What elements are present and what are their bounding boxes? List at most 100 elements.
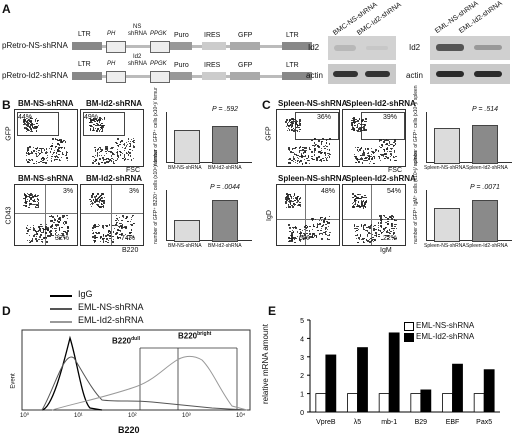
legend-label: EML-Id2-shRNA: [416, 332, 475, 341]
gfp-box: [230, 72, 260, 80]
pgk-label: PPGK: [150, 61, 167, 67]
ltr-label: LTR: [286, 32, 299, 39]
blot-actin: [328, 64, 396, 84]
histogram-xlabel: B220: [118, 425, 140, 435]
panel-label-e: E: [268, 304, 277, 318]
bar-0: [315, 393, 327, 413]
flow-title: Spleen-NS-shRNA: [278, 99, 348, 108]
ires-box: [202, 72, 226, 80]
bar-1: [357, 347, 368, 413]
pgk-promoter: [150, 41, 170, 53]
flow-plot: 39%: [342, 109, 406, 167]
quadrant-percent: 3%: [129, 188, 140, 195]
p-value: P = .592: [212, 106, 239, 113]
ph-promoter: [106, 71, 126, 83]
lane-label: EML-Id2-shRNA: [457, 0, 504, 36]
quadrant-percent: 3%: [63, 188, 74, 195]
flow-title: BM-NS-shRNA: [18, 174, 74, 183]
panel-label-d: D: [2, 304, 11, 318]
ires-box: [202, 42, 226, 50]
bar-category: BM-NS-shRNA: [168, 165, 202, 171]
x-axis-label: FSC: [388, 167, 402, 174]
bar-0: [442, 393, 453, 413]
ltr-label: LTR: [78, 31, 91, 38]
ltr-box: [282, 42, 312, 50]
y-axis-label: GFP: [5, 126, 13, 141]
bar-chart-b-bottom: number of GFP⁺ B220⁺ cells (x10⁶)/ femur…: [150, 150, 255, 259]
bar: [472, 200, 498, 242]
pgk-label: PPGK: [150, 31, 167, 37]
bar: [212, 200, 238, 242]
flow-title: Spleen-Id2-shRNA: [346, 174, 416, 183]
chart-ylabel: relative mRNA amount: [261, 323, 270, 404]
histogram-ylabel: Event: [10, 373, 17, 389]
bar-category: Spleen-NS-shRNA: [424, 165, 466, 171]
gate-percent: 39%: [383, 114, 398, 121]
puro-label: Puro: [174, 32, 189, 39]
ltr-box: [282, 72, 312, 80]
y-tick-label: 4: [300, 336, 304, 343]
p-value: P = .514: [472, 106, 499, 113]
quadrant-percent: 32%: [55, 235, 70, 242]
shrna-label-top: Id2: [133, 54, 142, 60]
x-axis-label: B220: [122, 247, 139, 254]
p-value: P = .0044: [210, 184, 240, 191]
bar-1: [420, 389, 432, 413]
x-tick-label: VpreB: [316, 419, 336, 426]
x-axis-label: IgM: [380, 247, 392, 254]
ltr-box: [72, 42, 102, 50]
bar-category: BM-NS-shRNA: [168, 243, 202, 249]
bar-chart-b-top: number of GFP⁺ cells (x10⁶)/ femur P = .…: [150, 87, 255, 181]
blot-row-label-actin: actin: [306, 71, 323, 80]
pgk-promoter: [150, 71, 170, 83]
ltr-box: [72, 72, 102, 80]
vector-backbone: [72, 75, 312, 78]
bar: [174, 220, 200, 242]
x-tick-label: mb-1: [381, 419, 397, 426]
p-value: P = .0071: [470, 184, 500, 191]
gate-percent: 36%: [317, 114, 332, 121]
legend-label: IgG: [78, 289, 93, 299]
x-tick-label: B29: [415, 419, 428, 426]
ph-label: PH: [107, 61, 116, 67]
lane-label: BMC-Id2-shRNA: [355, 1, 403, 38]
bar-0: [410, 393, 422, 413]
ph-label: PH: [107, 31, 116, 37]
gfp-label: GFP: [238, 62, 253, 69]
panel-label-a: A: [2, 2, 11, 16]
quadrant-percent: 54%: [387, 188, 402, 195]
shrna-label-bottom: shRNA: [128, 31, 148, 37]
shrna-label-top: NS: [133, 24, 142, 30]
bar-0: [347, 393, 358, 413]
flow-title: Spleen-Id2-shRNA: [346, 99, 416, 108]
blot-row-label-actin: actin: [406, 71, 423, 80]
x-tick: 10⁰: [20, 413, 30, 419]
construct-name-id2: pRetro-Id2-shRNA: [2, 71, 68, 80]
flow-title: BM-NS-shRNA: [18, 99, 74, 108]
bar-category: Spleen-Id2-shRNA: [466, 165, 508, 171]
bar: [212, 126, 238, 164]
gate-label-dull: B220dull: [112, 336, 141, 346]
legend-label: EML-NS-shRNA: [78, 302, 144, 312]
y-tick-label: 1: [300, 392, 304, 399]
flow-plot: 3% 74%: [80, 184, 144, 246]
x-axis-label: FSC: [126, 167, 140, 174]
histogram: [21, 329, 251, 411]
bar-category: Spleen-Id2-shRNA: [466, 243, 508, 249]
x-tick-label: Pax5: [476, 419, 492, 426]
vector-backbone: [72, 45, 312, 48]
bar-ylabel: number of GFP⁺ IgM⁺ cells (x10⁶)/ spleen: [413, 151, 419, 244]
bar-1: [483, 369, 495, 413]
bar-category: BM-Id2-shRNA: [208, 165, 242, 171]
flow-plot: 48% 6%: [276, 184, 340, 246]
bar: [434, 208, 460, 242]
bar-1: [388, 332, 400, 413]
bar-category: BM-Id2-shRNA: [208, 243, 242, 249]
y-tick-label: 2: [300, 373, 304, 380]
panel-label-b: B: [2, 98, 11, 112]
gfp-label: GFP: [238, 32, 253, 39]
ires-label: IRES: [204, 32, 221, 39]
ltr-label: LTR: [286, 62, 299, 69]
legend-label: EML-NS-shRNA: [416, 321, 475, 330]
y-tick-label: 5: [300, 318, 304, 325]
